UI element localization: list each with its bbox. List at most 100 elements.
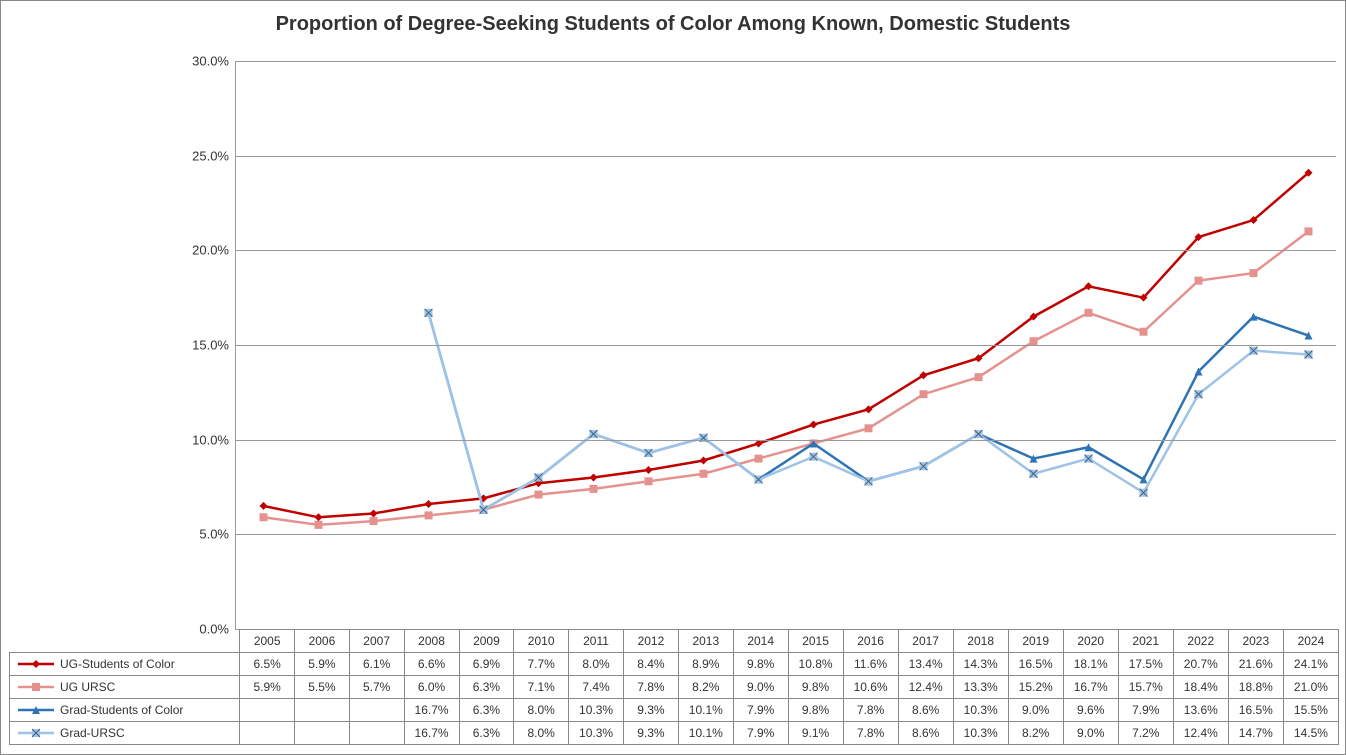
data-marker bbox=[865, 424, 873, 432]
series-name: UG URSC bbox=[60, 680, 115, 694]
data-marker bbox=[315, 521, 323, 529]
y-tick-label: 25.0% bbox=[169, 148, 229, 163]
table-cell: 9.3% bbox=[624, 699, 679, 722]
table-cell: 6.1% bbox=[349, 653, 404, 676]
data-marker bbox=[1030, 470, 1038, 478]
plot-area bbox=[235, 61, 1336, 630]
table-category-header: 2018 bbox=[953, 630, 1008, 653]
legend-cell: UG-Students of Color bbox=[10, 653, 240, 676]
table-cell: 18.1% bbox=[1063, 653, 1118, 676]
table-cell bbox=[240, 699, 295, 722]
table-cell: 12.4% bbox=[898, 676, 953, 699]
table-cell: 7.4% bbox=[569, 676, 624, 699]
data-marker bbox=[1030, 337, 1038, 345]
table-cell: 6.3% bbox=[459, 699, 514, 722]
data-marker bbox=[425, 309, 433, 317]
table-cell: 9.3% bbox=[624, 722, 679, 745]
table-cell: 16.5% bbox=[1008, 653, 1063, 676]
y-tick-label: 20.0% bbox=[169, 243, 229, 258]
table-cell: 8.0% bbox=[514, 699, 569, 722]
grid-line bbox=[236, 534, 1336, 535]
table-cell: 6.6% bbox=[404, 653, 459, 676]
table-category-header: 2009 bbox=[459, 630, 514, 653]
table-cell: 8.6% bbox=[898, 722, 953, 745]
table-cell: 10.1% bbox=[678, 722, 733, 745]
table-cell: 24.1% bbox=[1283, 653, 1338, 676]
grid-line bbox=[236, 250, 1336, 251]
data-marker bbox=[370, 517, 378, 525]
table-cell: 6.3% bbox=[459, 722, 514, 745]
data-marker bbox=[315, 513, 323, 521]
table-cell: 9.6% bbox=[1063, 699, 1118, 722]
table-category-header: 2008 bbox=[404, 630, 459, 653]
y-tick-label: 10.0% bbox=[169, 432, 229, 447]
table-cell: 6.0% bbox=[404, 676, 459, 699]
data-marker bbox=[480, 506, 488, 514]
y-tick-label: 30.0% bbox=[169, 54, 229, 69]
table-cell: 7.8% bbox=[624, 676, 679, 699]
table-cell: 10.6% bbox=[843, 676, 898, 699]
data-marker bbox=[1085, 309, 1093, 317]
table-category-header: 2013 bbox=[678, 630, 733, 653]
data-marker bbox=[755, 455, 763, 463]
table-cell: 13.4% bbox=[898, 653, 953, 676]
table-cell: 13.3% bbox=[953, 676, 1008, 699]
chart-container: Proportion of Degree-Seeking Students of… bbox=[0, 0, 1346, 755]
legend-swatch bbox=[16, 726, 56, 740]
table-cell: 7.2% bbox=[1118, 722, 1173, 745]
y-tick-label: 0.0% bbox=[169, 622, 229, 637]
table-cell: 10.3% bbox=[569, 722, 624, 745]
data-marker bbox=[1250, 347, 1258, 355]
data-marker bbox=[1305, 350, 1313, 358]
table-category-header: 2006 bbox=[295, 630, 350, 653]
data-table: 2005200620072008200920102011201220132014… bbox=[9, 629, 1339, 745]
table-cell: 21.0% bbox=[1283, 676, 1338, 699]
table-cell: 15.5% bbox=[1283, 699, 1338, 722]
data-marker bbox=[975, 430, 983, 438]
table-category-header: 2005 bbox=[240, 630, 295, 653]
data-marker bbox=[590, 430, 598, 438]
y-tick-label: 5.0% bbox=[169, 527, 229, 542]
data-marker bbox=[260, 513, 268, 521]
table-cell: 8.0% bbox=[569, 653, 624, 676]
table-cell: 16.5% bbox=[1228, 699, 1283, 722]
table-cell: 6.5% bbox=[240, 653, 295, 676]
table-cell: 15.2% bbox=[1008, 676, 1063, 699]
table-cell: 10.3% bbox=[953, 722, 1008, 745]
grid-line bbox=[236, 345, 1336, 346]
table-cell: 8.0% bbox=[514, 722, 569, 745]
grid-line bbox=[236, 61, 1336, 62]
data-marker bbox=[535, 491, 543, 499]
table-cell: 11.6% bbox=[843, 653, 898, 676]
table-cell: 9.8% bbox=[788, 676, 843, 699]
table-cell: 7.9% bbox=[1118, 699, 1173, 722]
legend-swatch bbox=[16, 680, 56, 694]
table-cell: 7.8% bbox=[843, 699, 898, 722]
table-category-header: 2012 bbox=[624, 630, 679, 653]
table-cell: 6.3% bbox=[459, 676, 514, 699]
data-marker bbox=[425, 511, 433, 519]
data-marker bbox=[1305, 227, 1313, 235]
table-category-header: 2017 bbox=[898, 630, 953, 653]
table-cell bbox=[295, 699, 350, 722]
series-name: Grad-URSC bbox=[60, 726, 125, 740]
table-category-header: 2022 bbox=[1173, 630, 1228, 653]
data-marker bbox=[425, 500, 433, 508]
table-cell: 9.8% bbox=[788, 699, 843, 722]
table-category-header: 2016 bbox=[843, 630, 898, 653]
table-cell: 8.4% bbox=[624, 653, 679, 676]
data-marker bbox=[810, 453, 818, 461]
table-cell: 14.7% bbox=[1228, 722, 1283, 745]
data-marker bbox=[1140, 328, 1148, 336]
table-cell: 8.2% bbox=[1008, 722, 1063, 745]
data-marker bbox=[755, 475, 763, 483]
data-marker bbox=[590, 474, 598, 482]
table-cell: 14.5% bbox=[1283, 722, 1338, 745]
table-category-header: 2020 bbox=[1063, 630, 1118, 653]
table-cell: 18.4% bbox=[1173, 676, 1228, 699]
y-tick-label: 15.0% bbox=[169, 338, 229, 353]
table-category-header: 2010 bbox=[514, 630, 569, 653]
table-cell: 9.8% bbox=[733, 653, 788, 676]
data-marker bbox=[535, 474, 543, 482]
series-name: UG-Students of Color bbox=[60, 657, 175, 671]
